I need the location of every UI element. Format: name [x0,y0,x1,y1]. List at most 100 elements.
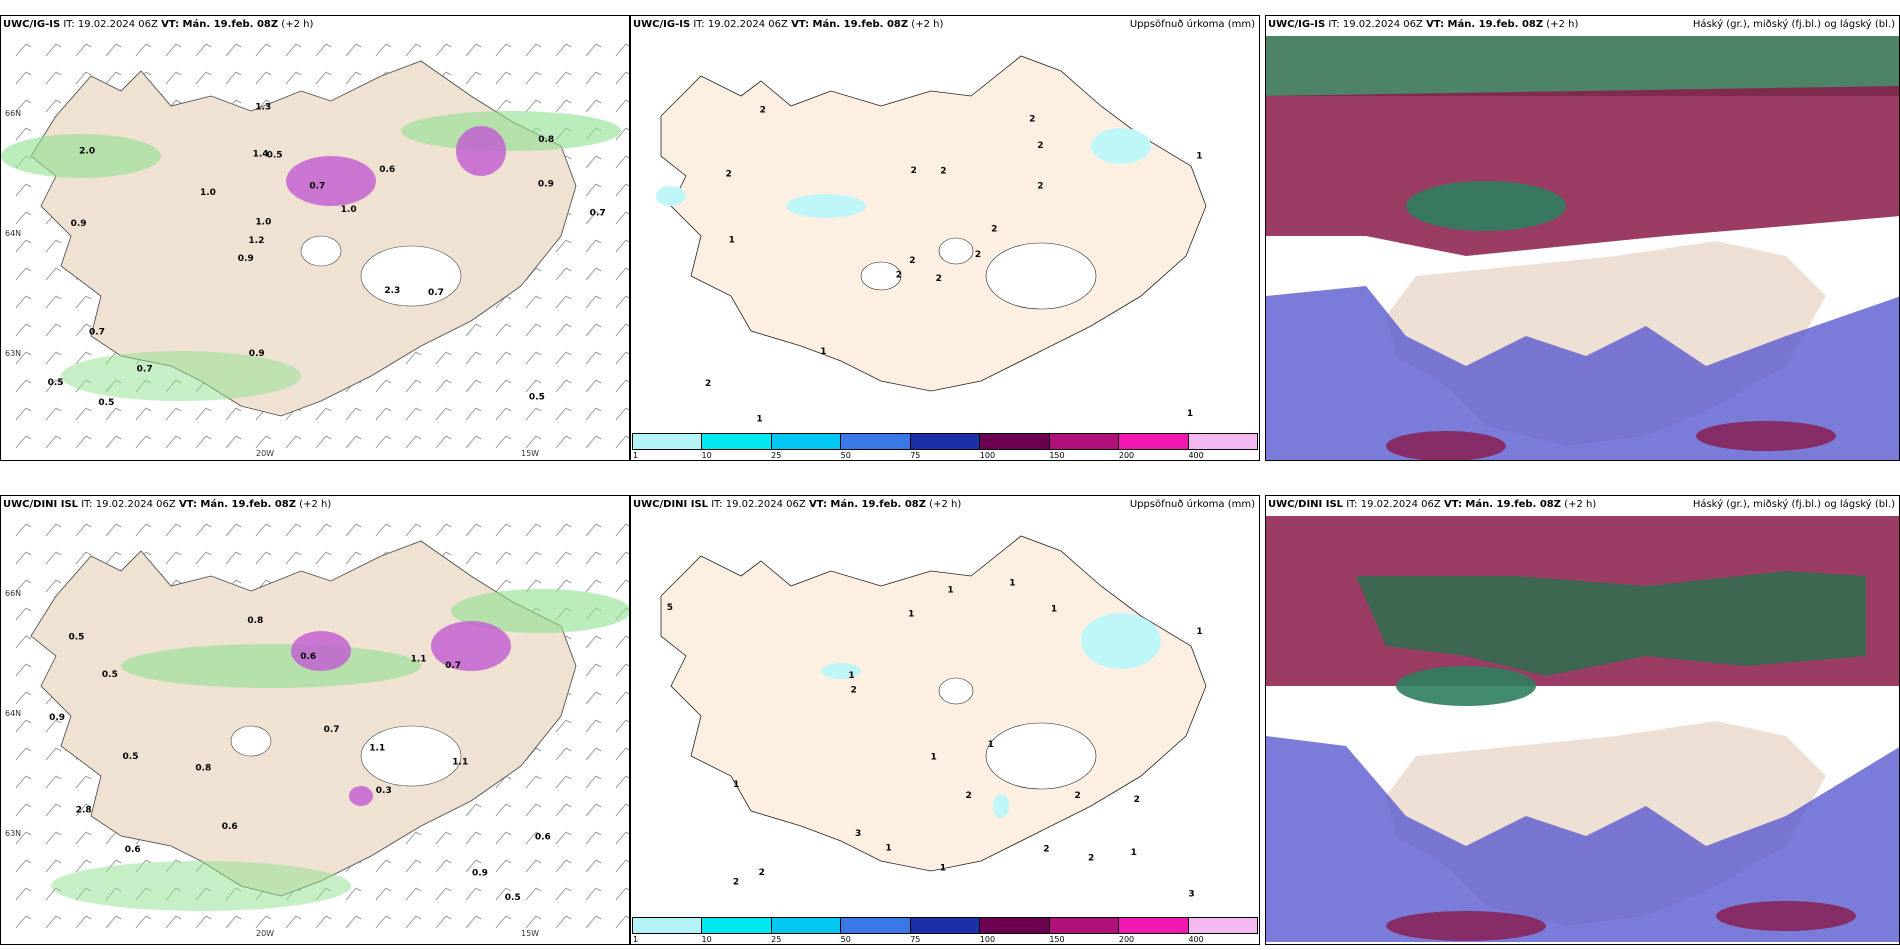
legend-tick: 50 [840,451,851,460]
value-label: 0.5 [102,670,118,680]
green-precip [451,589,629,633]
legend-swatch [841,434,911,449]
value-label: 1 [1196,151,1202,161]
legend-swatch [1188,918,1257,933]
legend-tick: 200 [1118,935,1135,944]
value-label: 1.1 [369,744,385,754]
lat-label: 66N [5,109,21,118]
cloud-title: Háský (gr.), miðský (fj.bl.) og lágský (… [1692,19,1895,30]
value-label: 2 [1074,791,1080,801]
legend-tick: 1 [633,935,639,944]
magenta-precip [291,631,351,671]
cyan-precip [656,186,686,206]
lat-label: 63N [5,829,21,838]
value-label: 2 [965,791,971,801]
panel-title: UWC/DINI ISL IT: 19.02.2024 06Z VT: Mán.… [3,499,332,510]
cloud-map [1266,36,1899,460]
white-area [985,722,1097,790]
value-label: 0.7 [309,182,325,192]
cloud-map [1266,516,1899,942]
magenta-precip [431,621,511,671]
value-label: 1.0 [200,188,216,198]
magenta-precip [456,126,506,176]
value-label: 2 [1043,844,1049,854]
value-label: 2 [1134,795,1140,805]
value-label: 3 [855,829,861,839]
legend-swatch [910,918,981,933]
wind-map: 0.50.90.80.90.60.51.40.70.71.00.50.70.51… [1,43,629,458]
precip-title: Uppsöfnuð úrkoma (mm) [1129,499,1255,510]
value-label: 0.7 [445,661,461,671]
white-area [985,242,1097,310]
precip-map: 2 2 1 2 1 1 1 1 2 3 3 2 1 1 2 1 2 1 1 1 5 2 1 [660,535,1207,900]
precip-map-panel-top: UWC/IG-IS IT: 19.02.2024 06Z VT: Mán. 19… [630,15,1260,461]
precip-values-bottom: 2 2 1 2 1 1 1 1 2 3 3 2 1 1 2 1 2 1 1 1 5 2 1 [667,578,1203,899]
mid-cloud [1386,911,1546,941]
value-label: 2.0 [79,146,95,156]
value-label: 0.5 [98,398,114,408]
legend-tick: 100 [979,451,996,460]
legend-swatch [702,434,772,449]
lon-label: 20W [256,449,274,458]
value-label: 3 [1188,890,1194,900]
legend-tick: 75 [910,451,921,460]
cyan-precip [1091,128,1151,164]
value-label: 1 [1196,627,1202,637]
value-label: 0.8 [247,616,263,626]
white-area [360,725,462,787]
value-label: 0.7 [89,328,105,338]
legend-swatch [910,434,981,449]
cloud-map-panel-bottom: UWC/DINI ISL IT: 19.02.2024 06Z VT: Mán.… [1265,495,1900,945]
legend-swatch [1119,434,1189,449]
legend-tick: 10 [701,935,712,944]
legend-color-bar [632,433,1258,450]
white-area [860,261,902,291]
value-label: 0.7 [324,725,340,735]
value-label: 2 [909,256,915,266]
value-label: 2.8 [76,806,92,816]
legend-tick: 200 [1118,451,1135,460]
wind-map: 0.5 0.5 0.3 0.5 0.6 0.5 0.6 0.8 0.7 0.6 1.1 0.9 0.6 0… [5,523,629,938]
precip-title: Uppsöfnuð úrkoma (mm) [1129,19,1255,30]
iceland-landmass [30,60,577,417]
value-label: 1 [908,610,914,620]
value-label: 2 [940,167,946,177]
value-label: 0.9 [538,180,554,190]
legend-swatch [1119,918,1189,933]
legend-swatch [771,918,842,933]
value-label: 0.3 [376,786,392,796]
value-label: 2 [1088,853,1094,863]
cyan-precip [786,194,866,218]
value-label: 0.8 [195,763,211,773]
high-cloud [1406,181,1566,231]
value-label: 2 [936,274,942,284]
cyan-precip [821,663,861,679]
low-cloud [1266,736,1899,942]
iceland-landmass [30,540,577,897]
wind-values-bottom: 0.5 0.5 0.3 0.5 0.6 0.5 0.6 0.8 0.7 0.6 1.1 0.9 0.6 0… [49,616,551,903]
value-label: 2 [760,106,766,116]
wind-map-panel-top: UWC/IG-IS IT: 19.02.2024 06Z VT: Mán. 19… [0,15,630,461]
value-label: 2 [1037,182,1043,192]
legend-tick: 150 [1049,451,1065,460]
value-label: 2 [991,225,997,235]
white-area [360,245,462,307]
value-label: 0.9 [49,713,65,723]
value-label: 0.5 [505,893,521,903]
panel-title: UWC/IG-IS IT: 19.02.2024 06Z VT: Mán. 19… [633,19,944,30]
green-precip [401,111,621,151]
green-precip [121,644,421,688]
value-label: 0.6 [535,833,551,843]
value-label: 1.4 [253,149,269,159]
panel-title: UWC/DINI ISL IT: 19.02.2024 06Z VT: Mán.… [633,499,962,510]
high-cloud [1396,666,1536,706]
value-label: 2.3 [384,286,400,296]
value-label: 0.5 [68,632,84,642]
panel-title: UWC/IG-IS IT: 19.02.2024 06Z VT: Mán. 19… [1268,19,1579,30]
value-label: 1 [820,347,826,357]
value-label: 2 [850,685,856,695]
magenta-precip [286,156,376,206]
green-precip [51,861,351,911]
value-label: 0.5 [529,393,545,403]
